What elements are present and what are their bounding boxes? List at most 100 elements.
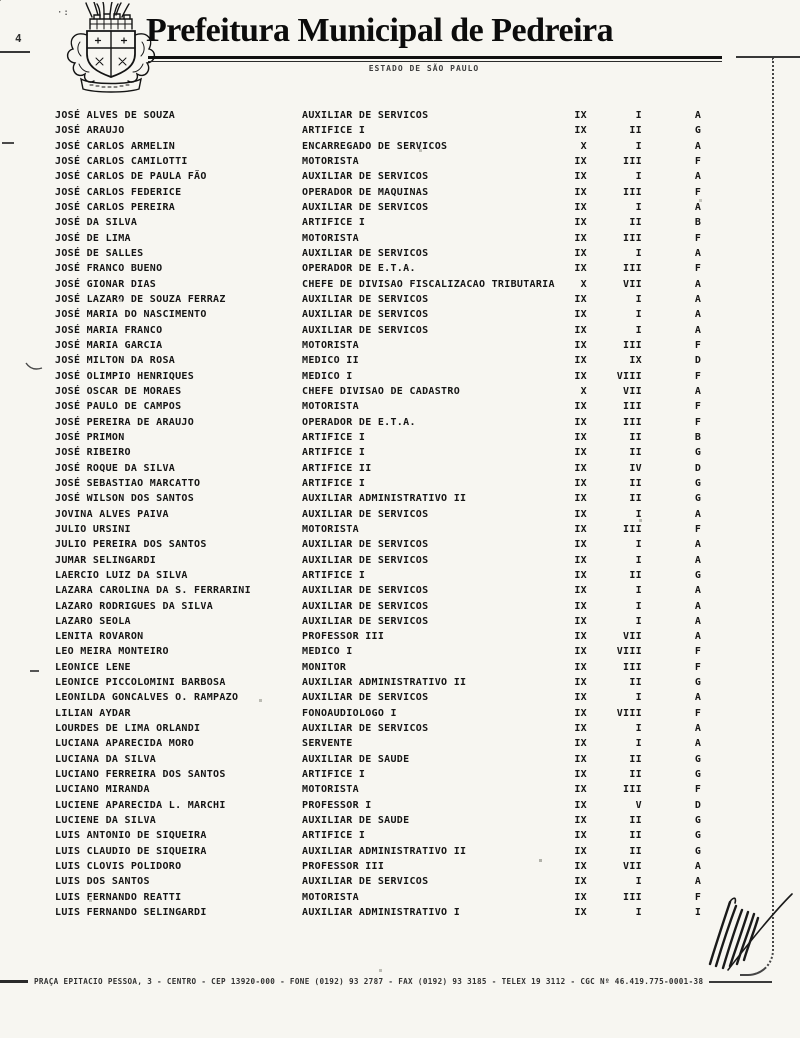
row-position: ARTIFICE I [302,431,366,443]
row-col_c: A [694,385,702,397]
row-position: MOTORISTA [302,523,359,535]
row-name: LUIS DOS SANTOS [55,876,150,888]
row-name: LOURDES DE LIMA ORLANDI [55,723,201,735]
footer-address: PRAÇA EPITACIO PESSOA, 3 - CENTRO - CEP … [34,977,704,986]
row-col_a: IX [574,753,587,765]
row-col_c: G [694,677,702,689]
row-name: LUIS CLAUDIO DE SIQUEIRA [55,845,207,857]
row-name: JOSÉ LAZARO DE SOUZA FERRAZ [55,293,226,305]
row-col_a: IX [574,692,587,704]
table-row: LUIS FERNANDO REATTI MOTORISTA IX III F [55,890,755,905]
row-position: MOTORISTA [302,232,359,244]
row-col_c: G [694,569,702,581]
row-col_b: VIII [616,370,642,382]
row-col_b: III [623,232,642,244]
row-col_a: IX [574,110,587,121]
row-col_b: II [629,431,642,443]
row-col_b: VII [623,861,642,873]
table-row: JOSÉ PAULO DE CAMPOS MOTORISTA IX III F [55,399,755,414]
table-row: JOSÉ PRIMON ARTIFICE I IX II B [55,430,755,445]
row-col_b: VII [623,385,642,397]
row-position: MEDICO I [302,646,353,658]
row-name: JOSÉ CARLOS ARMELIN [55,140,176,152]
row-col_b: II [629,217,642,229]
row-position: AUXILIAR DE SERVICOS [302,692,429,704]
row-name: JOSÉ PEREIRA DE ARAUJO [55,416,195,428]
row-col_a: IX [574,217,587,229]
row-name: LUCIANA DA SILVA [55,753,157,765]
row-name: JOSÉ OSCAR DE MORAES [55,385,182,397]
row-position: AUXILIAR DE SERVICOS [302,324,429,336]
row-col_b: I [635,171,642,183]
row-col_b: III [623,263,642,275]
row-col_a: IX [574,784,587,796]
row-col_b: VII [623,631,642,643]
row-col_a: X [580,140,587,152]
row-name: JOSÉ WILSON DOS SANTOS [55,493,195,505]
row-col_c: G [694,125,702,137]
row-col_c: G [694,493,702,505]
row-name: LAZARA CAROLINA DA S. FERRARINI [55,585,251,597]
row-col_c: A [694,539,702,551]
row-name: JOSÉ MARIA FRANCO [55,324,163,336]
table-row: JOSÉ CARLOS PEREIRA AUXILIAR DE SERVICOS I… [55,200,755,215]
row-col_b: I [635,615,642,627]
table-row: JOSÉ CARLOS FEDERICE OPERADOR DE MAQUINAS… [55,185,755,200]
row-col_a: IX [574,539,587,551]
row-col_a: IX [574,201,587,213]
row-position: ENCARREGADO DE SERVICOS [302,140,448,152]
row-col_a: IX [574,477,587,489]
coat-of-arms-icon [66,2,156,93]
row-col_b: II [629,769,642,781]
row-position: AUXILIAR DE SERVICOS [302,201,429,213]
row-name: LUIS CLOVIS POLIDORO [55,861,182,873]
row-col_a: IX [574,830,587,842]
row-position: OPERADOR DE MAQUINAS [302,186,429,198]
table-row: LEONICE PICCOLOMINI BARBOSA AUXILIAR ADMI… [55,675,755,690]
row-name: LUCIANO MIRANDA [55,784,150,796]
row-col_a: IX [574,171,587,183]
row-col_c: A [694,876,702,888]
row-col_a: IX [574,416,587,428]
row-name: LUIS ANTONIO DE SIQUEIRA [55,830,207,842]
row-col_c: A [694,247,702,259]
table-row: LUIS FERNANDO SELINGARDI AUXILIAR ADMINIS… [55,905,755,920]
row-name: LUCIANO FERREIRA DOS SANTOS [55,769,226,781]
table-row: JULIO PEREIRA DOS SANTOS AUXILIAR DE SERV… [55,537,755,552]
table-row: JOSÉ OSCAR DE MORAES CHEFE DIVISAO DE CAD… [55,384,755,399]
row-col_c: B [694,217,702,229]
table-row: JOSÉ MARIA FRANCO AUXILIAR DE SERVICOS IX I… [55,323,755,338]
row-col_a: IX [574,401,587,413]
row-position: PROFESSOR I [302,799,372,811]
row-col_b: I [635,692,642,704]
row-col_b: V [635,799,642,811]
row-col_a: IX [574,569,587,581]
table-row: LUCIANO FERREIRA DOS SANTOS ARTIFICE I IX I… [55,767,755,782]
row-position: FONOAUDIOLOGO I [302,707,397,719]
table-row: JOSÉ WILSON DOS SANTOS AUXILIAR ADMINISTR… [55,491,755,506]
table-row: JOSÉ OLIMPIO HENRIQUES MEDICO I IX VIII F [55,369,755,384]
row-name: LILIAN AYDAR [55,707,131,719]
row-col_b: I [635,247,642,259]
title-rule-thick [148,56,722,59]
table-row: JOSÉ DE SALLES AUXILIAR DE SERVICOS IX I A [55,246,755,261]
row-position: ARTIFICE II [302,462,372,474]
row-col_c: G [694,753,702,765]
row-name: LEONICE LENE [55,661,131,673]
row-col_c: A [694,615,702,627]
row-col_c: A [694,692,702,704]
row-col_a: IX [574,661,587,673]
row-col_c: B [694,431,702,443]
row-col_a: IX [574,339,587,351]
scan-artifact: 4 [15,32,22,45]
row-position: SERVENTE [302,738,353,750]
table-row: JOSÉ ARAUJO ARTIFICE I IX II G [55,123,755,138]
scan-artifact [25,362,43,370]
row-col_a: IX [574,600,587,612]
row-col_b: I [635,140,642,152]
row-position: PROFESSOR III [302,861,385,873]
row-position: ARTIFICE I [302,769,366,781]
row-col_c: A [694,585,702,597]
row-name: JUMAR SELINGARDI [55,554,157,566]
row-position: ARTIFICE I [302,830,366,842]
